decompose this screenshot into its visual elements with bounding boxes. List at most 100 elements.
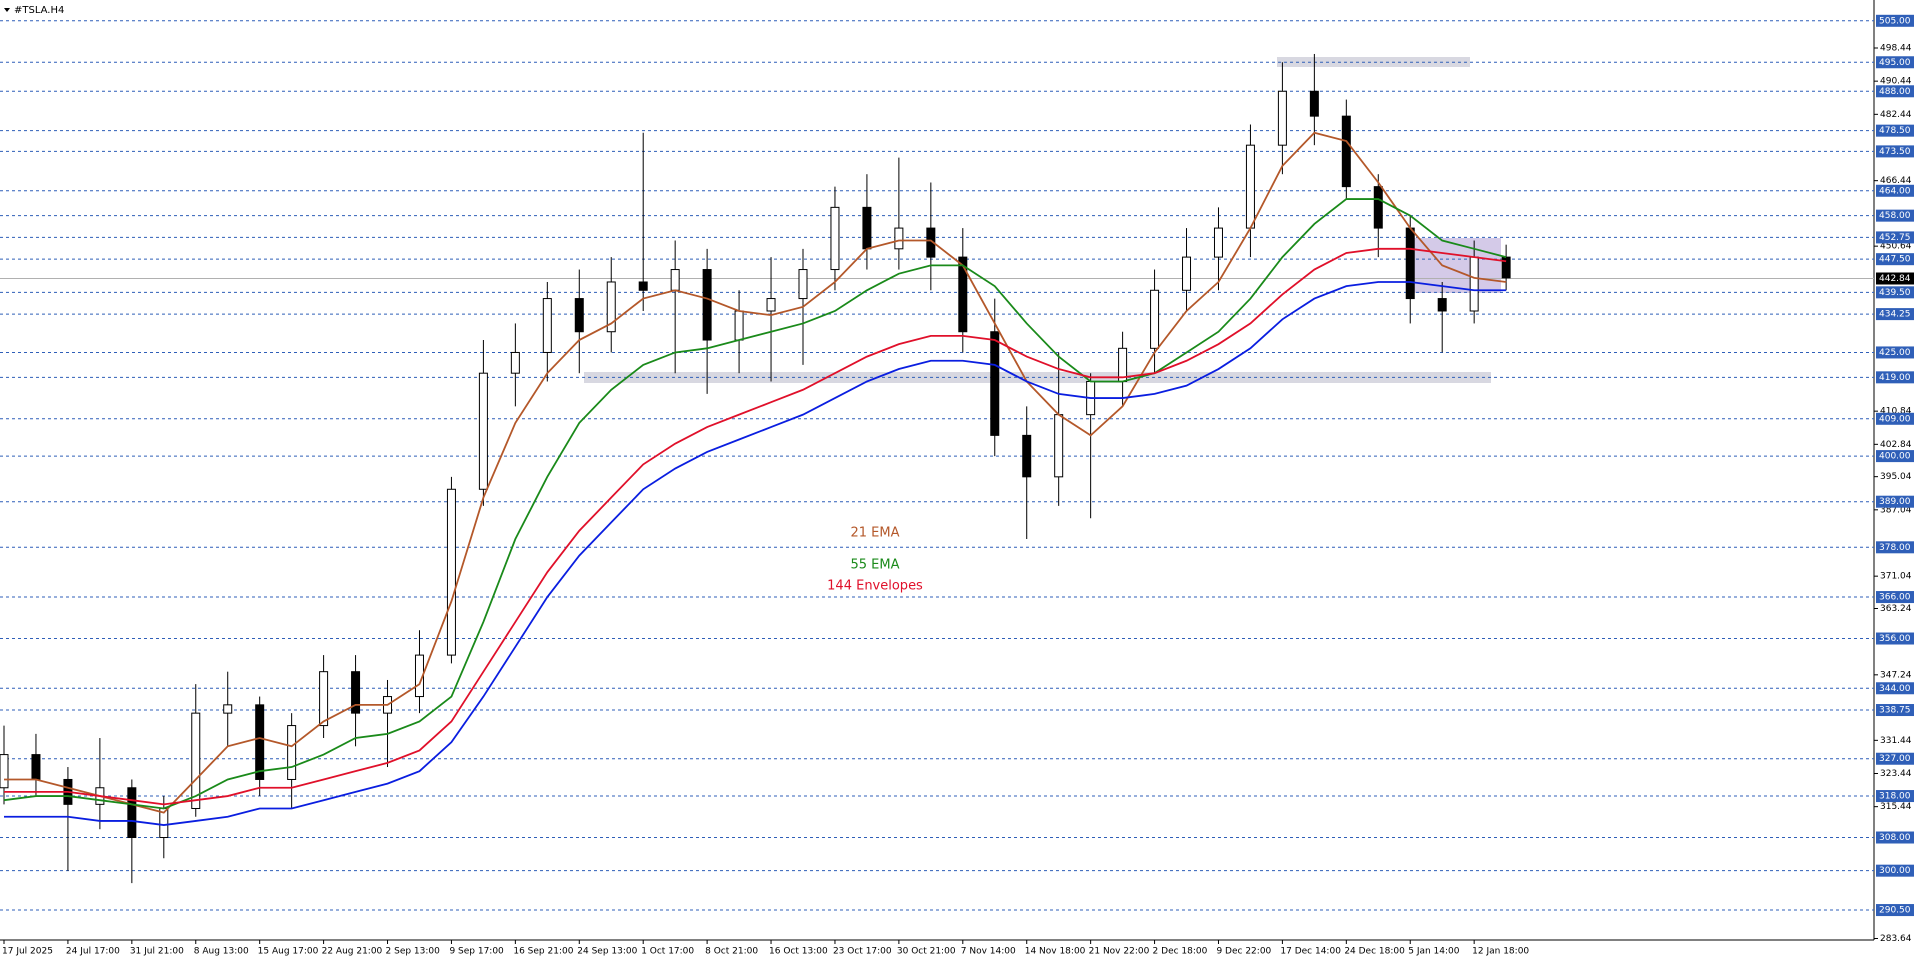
candle-body bbox=[127, 787, 137, 839]
level-label-box bbox=[1876, 495, 1914, 508]
x-tick-label: 17 Jul 2025 bbox=[2, 947, 53, 957]
level-label-box bbox=[1876, 56, 1914, 69]
candle-body bbox=[638, 281, 648, 291]
x-tick-label: 24 Sep 13:00 bbox=[577, 947, 637, 957]
candle-body bbox=[830, 206, 840, 271]
level-label-box bbox=[1876, 864, 1914, 877]
candle-body bbox=[478, 372, 488, 490]
x-tick-label: 31 Jul 21:00 bbox=[130, 947, 184, 957]
x-tick-label: 24 Dec 18:00 bbox=[1344, 947, 1405, 957]
candle-body bbox=[0, 754, 9, 789]
y-tick-label: 315.44 bbox=[1880, 802, 1912, 812]
candle-body bbox=[223, 704, 233, 714]
y-tick-label: 371.04 bbox=[1880, 572, 1912, 582]
candle-body bbox=[31, 754, 41, 780]
indicator-line bbox=[4, 131, 1507, 814]
candle-body bbox=[766, 298, 776, 312]
candle-body bbox=[1054, 414, 1064, 478]
level-label-box bbox=[1876, 231, 1914, 244]
y-tick-label: 347.24 bbox=[1880, 670, 1912, 680]
candle-body bbox=[319, 671, 329, 727]
level-label: 458.00 bbox=[1879, 211, 1911, 221]
x-tick-label: 9 Sep 17:00 bbox=[449, 947, 504, 957]
indicator-line bbox=[4, 281, 1507, 826]
level-label: 464.00 bbox=[1879, 186, 1911, 196]
level-label: 447.50 bbox=[1879, 255, 1911, 265]
level-label-box bbox=[1876, 145, 1914, 158]
candle-body bbox=[862, 206, 872, 250]
level-label: 300.00 bbox=[1879, 866, 1911, 876]
x-tick-label: 8 Aug 13:00 bbox=[194, 947, 249, 957]
x-tick-label: 2 Dec 18:00 bbox=[1153, 947, 1208, 957]
level-label-box bbox=[1876, 308, 1914, 321]
level-label-box bbox=[1876, 450, 1914, 463]
candle-body bbox=[958, 256, 968, 333]
candle-body bbox=[1469, 256, 1479, 312]
level-label: 478.50 bbox=[1879, 126, 1911, 136]
level-label: 290.50 bbox=[1879, 906, 1911, 916]
y-tick-label: 490.44 bbox=[1880, 77, 1912, 87]
x-tick-label: 5 Jan 14:00 bbox=[1408, 947, 1460, 957]
series-label: 55 EMA bbox=[851, 558, 900, 573]
candle-body bbox=[1022, 434, 1032, 478]
level-label: 344.00 bbox=[1879, 684, 1911, 694]
level-label: 389.00 bbox=[1879, 497, 1911, 507]
level-label-box bbox=[1876, 412, 1914, 425]
candle-body bbox=[670, 269, 680, 291]
zone bbox=[1277, 57, 1470, 67]
level-label-box bbox=[1876, 286, 1914, 299]
x-tick-label: 7 Nov 14:00 bbox=[961, 947, 1016, 957]
level-label-box bbox=[1876, 371, 1914, 384]
zone bbox=[584, 372, 1491, 383]
level-label-box bbox=[1876, 541, 1914, 554]
x-tick-label: 2 Sep 13:00 bbox=[386, 947, 441, 957]
candle-body bbox=[574, 298, 584, 333]
x-tick-label: 16 Oct 13:00 bbox=[769, 947, 828, 957]
y-tick-label: 387.04 bbox=[1880, 505, 1912, 515]
level-label-box bbox=[1876, 209, 1914, 222]
chart-title: #TSLA.H4 bbox=[14, 5, 64, 16]
level-label-box bbox=[1876, 85, 1914, 98]
series-label: 144 Envelopes bbox=[827, 579, 923, 594]
level-label-box bbox=[1876, 253, 1914, 266]
level-label-box bbox=[1876, 346, 1914, 359]
level-label-box bbox=[1876, 124, 1914, 137]
x-tick-label: 1 Oct 17:00 bbox=[641, 947, 694, 957]
level-label: 356.00 bbox=[1879, 634, 1911, 644]
candle-body bbox=[287, 725, 297, 780]
level-label-box bbox=[1876, 632, 1914, 645]
candle-body bbox=[1245, 144, 1255, 229]
y-tick-label: 498.44 bbox=[1880, 43, 1912, 53]
x-tick-label: 16 Sep 21:00 bbox=[513, 947, 573, 957]
x-tick-label: 24 Jul 17:00 bbox=[66, 947, 120, 957]
candle-body bbox=[1309, 90, 1319, 117]
level-label: 327.00 bbox=[1879, 754, 1911, 764]
candle-body bbox=[798, 269, 808, 300]
level-label: 425.00 bbox=[1879, 348, 1911, 358]
candle-body bbox=[734, 310, 744, 341]
level-label-box bbox=[1876, 14, 1914, 27]
y-tick-label: 402.84 bbox=[1880, 440, 1912, 450]
y-tick-label: 395.04 bbox=[1880, 472, 1912, 482]
candle-body bbox=[191, 712, 201, 809]
x-tick-label: 30 Oct 21:00 bbox=[897, 947, 956, 957]
y-tick-label: 323.44 bbox=[1880, 769, 1912, 779]
indicator-line bbox=[3, 198, 1507, 810]
menu-icon[interactable] bbox=[4, 8, 10, 12]
candle-body bbox=[1373, 186, 1383, 229]
candle-body bbox=[894, 227, 904, 250]
level-label-box bbox=[1876, 790, 1914, 803]
level-label: 318.00 bbox=[1879, 792, 1911, 802]
candle-body bbox=[1150, 289, 1160, 349]
level-label-box bbox=[1876, 682, 1914, 695]
candle-body bbox=[351, 671, 361, 714]
y-tick-label: 482.44 bbox=[1880, 110, 1912, 120]
candle-body bbox=[990, 331, 1000, 436]
x-tick-label: 15 Aug 17:00 bbox=[258, 947, 319, 957]
level-label: 495.00 bbox=[1879, 58, 1911, 68]
level-label-box bbox=[1876, 591, 1914, 604]
level-label: 434.25 bbox=[1879, 310, 1911, 320]
level-label-box bbox=[1876, 904, 1914, 917]
